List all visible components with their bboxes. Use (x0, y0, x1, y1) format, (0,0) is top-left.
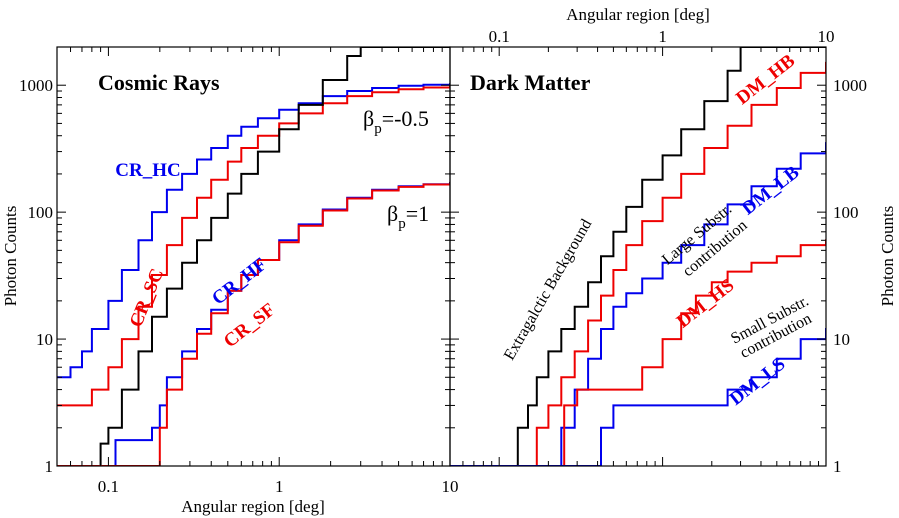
cosmic-rays-xtick-label: 10 (442, 477, 459, 496)
dark-matter-y-axis-label: Photon Counts (878, 206, 897, 307)
dark-matter-x-axis-label: Angular region [deg] (566, 5, 710, 24)
dark-matter-ytick-label: 1000 (833, 76, 867, 95)
cosmic-rays-panel: 0.1 1 10 1 10 100 1000 Angular region [deg] Phot… (1, 46, 459, 516)
cosmic-rays-series-group (57, 47, 450, 466)
annotation-dm-lb: DM_LB (738, 162, 804, 220)
annotation-cr-hc: CR_HC (115, 160, 180, 181)
cosmic-rays-ticks (56, 46, 451, 467)
series-line-dm-ls (450, 328, 826, 466)
annotation-dm-hs: DM_HS (673, 275, 738, 332)
dark-matter-xtick-label: 10 (818, 27, 835, 46)
annotation-dm-ls: DM_LS (726, 354, 790, 410)
series-line-dm-hs (450, 239, 826, 466)
annotation-cr-hf: CR_HF (208, 254, 271, 310)
cosmic-rays-ytick-label: 1000 (19, 76, 53, 95)
dark-matter-axes-frame (449, 46, 827, 467)
dark-matter-ytick-label: 1 (833, 457, 842, 476)
dark-matter-ytick-label: 10 (833, 330, 850, 349)
dark-matter-xtick-label: 0.1 (489, 27, 510, 46)
cosmic-rays-x-axis-label: Angular region [deg] (181, 497, 325, 516)
annotation-cr-sc: CR_SC (126, 266, 168, 331)
dark-matter-title: Dark Matter (470, 70, 591, 95)
series-line-dm-hb (450, 61, 826, 466)
annotation-extragalctic-background: Extragalctic Background (501, 216, 595, 363)
annotation-beta-p: βp=1 (387, 201, 429, 232)
cosmic-rays-xtick-label: 0.1 (98, 477, 119, 496)
series-line-extragalactic-background (57, 47, 450, 466)
cosmic-rays-ytick-label: 1 (45, 457, 54, 476)
series-line-extragalactic-background (450, 47, 826, 466)
cosmic-rays-xtick-label: 1 (275, 477, 284, 496)
series-line-cr-sc (57, 85, 450, 407)
dark-matter-series-group (450, 47, 826, 466)
annotation-beta-p: βp=-0.5 (363, 106, 429, 137)
series-line-cr-hc (57, 83, 450, 379)
dark-matter-xtick-label: 1 (658, 27, 667, 46)
dark-matter-ticks (449, 46, 827, 467)
annotation-dm-hb: DM_HB (732, 50, 799, 109)
cosmic-rays-ytick-label: 10 (36, 330, 53, 349)
cosmic-rays-y-axis-label: Photon Counts (1, 206, 20, 307)
dark-matter-ytick-label: 100 (833, 203, 859, 222)
cosmic-rays-title: Cosmic Rays (98, 70, 220, 95)
dark-matter-panel: 0.1 1 10 1 10 100 1000 Angular region [deg] Phot… (449, 5, 897, 476)
cosmic-rays-ytick-label: 100 (28, 203, 54, 222)
series-line-cr-sf (57, 182, 450, 466)
